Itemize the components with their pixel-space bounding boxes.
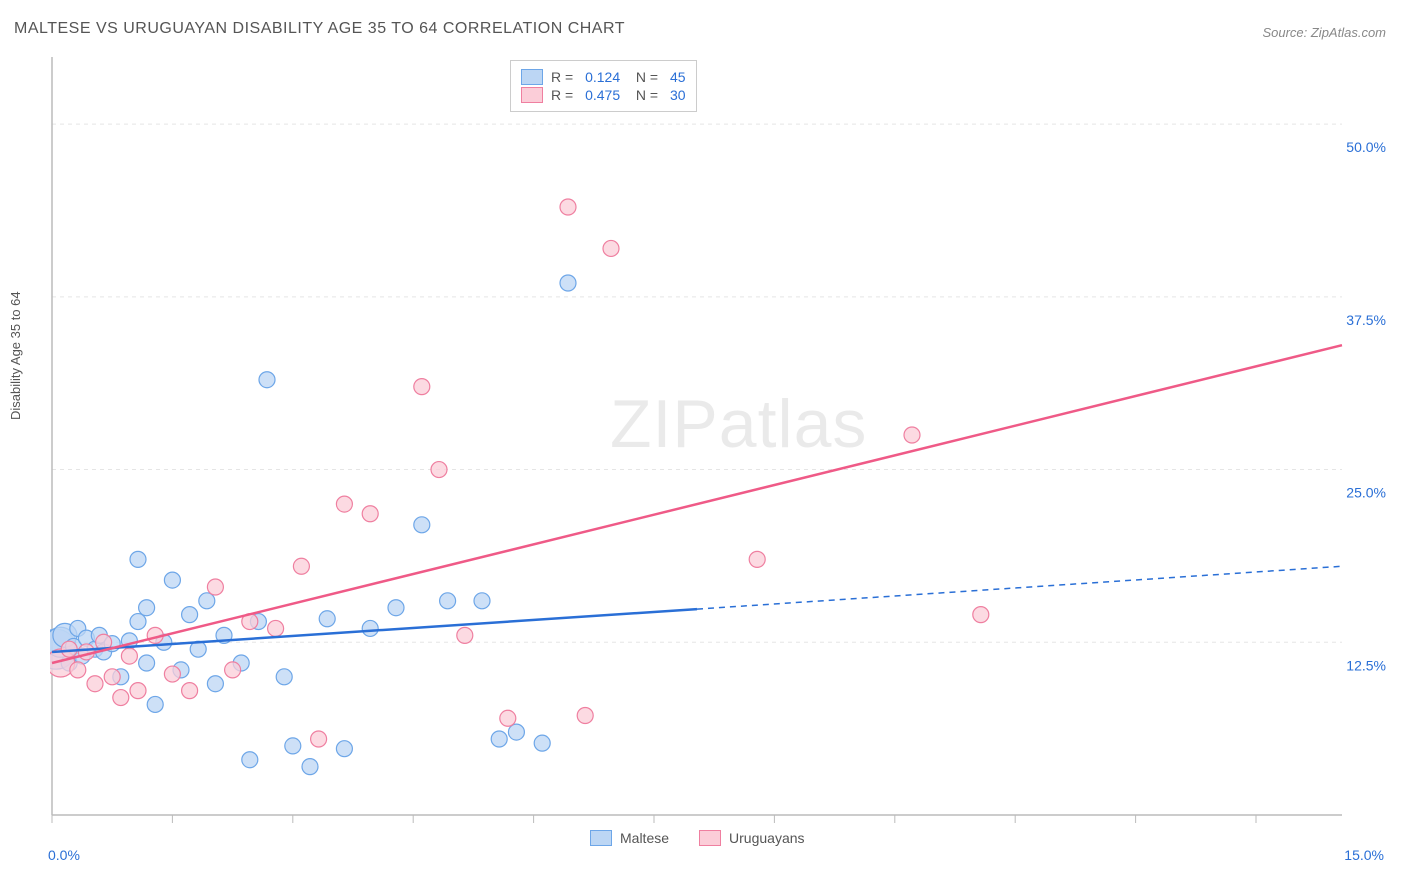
series-legend: Maltese Uruguayans [590, 830, 805, 846]
correlation-legend: R = 0.124 N = 45 R = 0.475 N = 30 [510, 60, 697, 112]
data-point [336, 741, 352, 757]
x-axis-max-label: 15.0% [1344, 847, 1384, 863]
data-point [242, 752, 258, 768]
data-point [362, 620, 378, 636]
legend-r-value: 0.124 [585, 69, 620, 85]
legend-r-label: R = [551, 87, 577, 103]
legend-label: Uruguayans [729, 830, 805, 846]
data-point [104, 669, 120, 685]
data-point [70, 662, 86, 678]
data-point [749, 551, 765, 567]
trend-line [52, 345, 1342, 663]
data-point [973, 607, 989, 623]
legend-item: Maltese [590, 830, 669, 846]
trend-line-extrapolated [697, 566, 1342, 609]
chart-area: 12.5%25.0%37.5%50.0% ZIPatlas R = 0.124 … [50, 55, 1390, 845]
data-point [121, 648, 137, 664]
data-point [336, 496, 352, 512]
legend-swatch [521, 87, 543, 103]
data-point [130, 614, 146, 630]
data-point [440, 593, 456, 609]
legend-label: Maltese [620, 830, 669, 846]
svg-text:37.5%: 37.5% [1346, 312, 1386, 328]
data-point [311, 731, 327, 747]
svg-text:12.5%: 12.5% [1346, 657, 1386, 673]
data-point [560, 275, 576, 291]
scatter-plot-svg: 12.5% 25.0% 37.5% 50.0% [50, 55, 1390, 845]
data-point [431, 462, 447, 478]
legend-swatch [699, 830, 721, 846]
legend-row: R = 0.124 N = 45 [521, 69, 686, 85]
chart-title: MALTESE VS URUGUAYAN DISABILITY AGE 35 T… [14, 20, 625, 38]
svg-text:50.0%: 50.0% [1346, 139, 1386, 155]
data-point [491, 731, 507, 747]
data-point [182, 683, 198, 699]
data-point [87, 676, 103, 692]
data-point [560, 199, 576, 215]
data-point [225, 662, 241, 678]
data-point [534, 735, 550, 751]
data-point [457, 627, 473, 643]
legend-n-label: N = [628, 87, 662, 103]
data-point [147, 696, 163, 712]
y-axis-label: Disability Age 35 to 64 [8, 291, 23, 420]
data-point [139, 600, 155, 616]
data-point [414, 379, 430, 395]
data-point [259, 372, 275, 388]
data-point [577, 708, 593, 724]
data-point [302, 759, 318, 775]
data-point [182, 607, 198, 623]
legend-r-value: 0.475 [585, 87, 620, 103]
data-point [285, 738, 301, 754]
x-axis-min-label: 0.0% [48, 847, 80, 863]
data-point [164, 572, 180, 588]
data-point [319, 611, 335, 627]
data-point [362, 506, 378, 522]
data-point [508, 724, 524, 740]
data-point [388, 600, 404, 616]
data-point [414, 517, 430, 533]
source-attribution: Source: ZipAtlas.com [1262, 25, 1386, 40]
legend-r-label: R = [551, 69, 577, 85]
legend-item: Uruguayans [699, 830, 805, 846]
data-point [130, 683, 146, 699]
data-point [500, 710, 516, 726]
data-point [603, 240, 619, 256]
legend-n-value: 45 [670, 69, 686, 85]
data-point [113, 690, 129, 706]
data-point [293, 558, 309, 574]
legend-n-label: N = [628, 69, 662, 85]
svg-text:25.0%: 25.0% [1346, 485, 1386, 501]
data-point [139, 655, 155, 671]
data-point [164, 666, 180, 682]
data-point [474, 593, 490, 609]
legend-swatch [590, 830, 612, 846]
data-point [207, 579, 223, 595]
data-point [904, 427, 920, 443]
data-point [130, 551, 146, 567]
legend-n-value: 30 [670, 87, 686, 103]
data-point [276, 669, 292, 685]
legend-swatch [521, 69, 543, 85]
data-point [268, 620, 284, 636]
legend-row: R = 0.475 N = 30 [521, 87, 686, 103]
data-point [207, 676, 223, 692]
data-point [199, 593, 215, 609]
